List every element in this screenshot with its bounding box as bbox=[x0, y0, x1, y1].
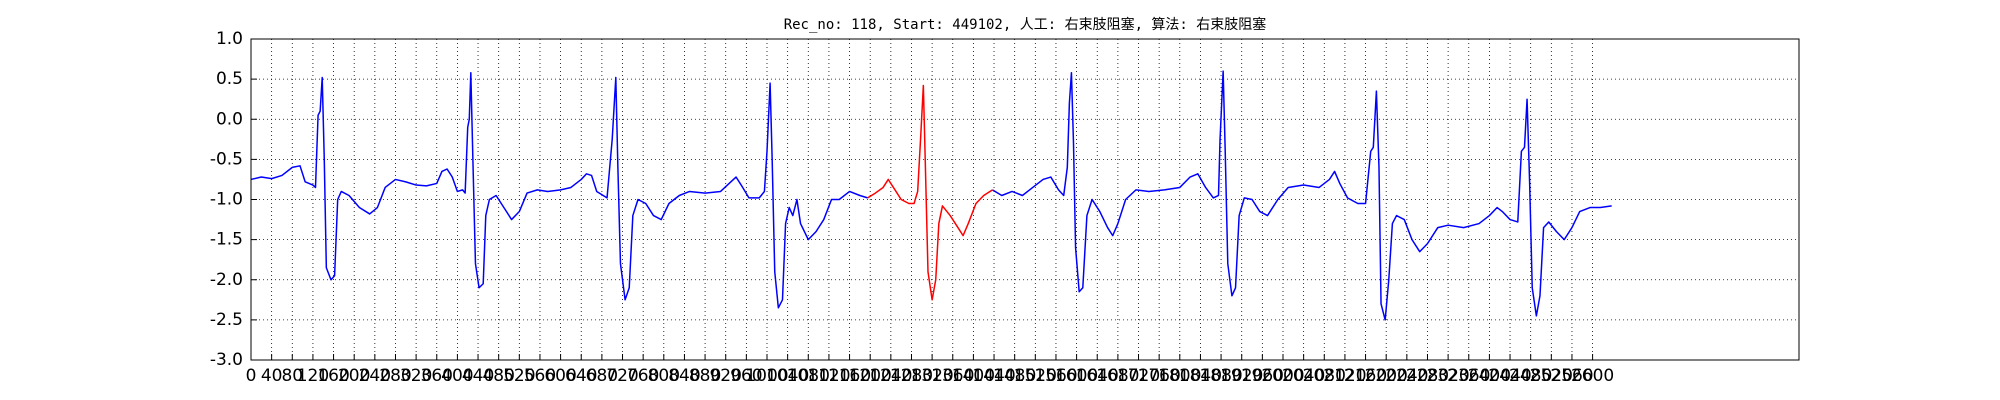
x-tick-label: 840 bbox=[668, 366, 700, 386]
x-tick-label: 2360 bbox=[1447, 366, 1490, 386]
x-tick-label: 280 bbox=[379, 366, 411, 386]
x-tick-label: 0 bbox=[246, 366, 257, 386]
x-tick-label: 200 bbox=[338, 366, 370, 386]
x-tick-label: 1600 bbox=[1055, 366, 1098, 386]
x-tick-label: 2200 bbox=[1365, 366, 1408, 386]
x-tick-label: 1960 bbox=[1241, 366, 1284, 386]
y-tick-label: -3.0 bbox=[210, 350, 243, 370]
x-tick-label: 2560 bbox=[1550, 366, 1593, 386]
y-tick-label: -0.5 bbox=[210, 149, 243, 169]
x-tick-label: 2080 bbox=[1303, 366, 1346, 386]
y-tick-label: -2.0 bbox=[210, 270, 243, 290]
x-tick-label: 2480 bbox=[1509, 366, 1552, 386]
x-tick-label: 760 bbox=[627, 366, 659, 386]
x-tick-label: 2040 bbox=[1282, 366, 1325, 386]
x-tick-label: 2400 bbox=[1468, 366, 1511, 386]
x-tick-label: 2280 bbox=[1406, 366, 1449, 386]
x-tick-label: 1400 bbox=[952, 366, 995, 386]
x-tick-label: 640 bbox=[565, 366, 597, 386]
x-tick-label: 2000 bbox=[1261, 366, 1304, 386]
x-tick-label: 2600 bbox=[1571, 366, 1614, 386]
x-tick-label: 1920 bbox=[1220, 366, 1263, 386]
y-tick-label: -1.0 bbox=[210, 190, 243, 210]
y-tick-label: -1.5 bbox=[210, 230, 243, 250]
ecg-line bbox=[867, 84, 993, 301]
x-tick-label: 120 bbox=[297, 366, 329, 386]
y-tick-label: 0.0 bbox=[216, 109, 243, 129]
x-tick-label: 40 bbox=[261, 366, 283, 386]
x-tick-label: 1320 bbox=[910, 366, 953, 386]
ecg-line bbox=[250, 70, 1612, 321]
x-tick-label: 320 bbox=[400, 366, 432, 386]
x-tick-label: 600 bbox=[544, 366, 576, 386]
x-tick-label: 1840 bbox=[1179, 366, 1222, 386]
x-tick-label: 80 bbox=[281, 366, 303, 386]
plot-frame bbox=[250, 38, 1800, 361]
y-tick-label: -2.5 bbox=[210, 310, 243, 330]
x-tick-label: 1560 bbox=[1034, 366, 1077, 386]
x-tick-label: 1480 bbox=[993, 366, 1036, 386]
x-tick-label: 1200 bbox=[849, 366, 892, 386]
x-tick-label: 440 bbox=[462, 366, 494, 386]
x-tick-label: 1360 bbox=[931, 366, 974, 386]
x-tick-label: 240 bbox=[359, 366, 391, 386]
x-tick-label: 720 bbox=[606, 366, 638, 386]
x-tick-label: 360 bbox=[421, 366, 453, 386]
plot bbox=[250, 70, 1612, 321]
x-tick-label: 400 bbox=[441, 366, 473, 386]
x-tick-label: 520 bbox=[503, 366, 535, 386]
x-tick-label: 480 bbox=[482, 366, 514, 386]
x-tick-label: 2240 bbox=[1385, 366, 1428, 386]
x-tick-label: 1160 bbox=[828, 366, 871, 386]
x-tick-label: 1240 bbox=[869, 366, 912, 386]
x-tick-label: 2320 bbox=[1426, 366, 1469, 386]
x-tick-label: 1760 bbox=[1138, 366, 1181, 386]
x-tick-label: 1680 bbox=[1096, 366, 1139, 386]
x-tick-label: 1720 bbox=[1117, 366, 1160, 386]
x-tick-label: 1440 bbox=[972, 366, 1015, 386]
x-tick-label: 560 bbox=[524, 366, 556, 386]
x-tick-label: 1520 bbox=[1014, 366, 1057, 386]
labels: -3.0-2.5-2.0-1.5-1.0-0.50.00.51.00 408012… bbox=[210, 29, 1614, 386]
x-tick-label: 1280 bbox=[890, 366, 933, 386]
x-tick-label: 1000 bbox=[745, 366, 788, 386]
x-tick-label: 880 bbox=[689, 366, 721, 386]
x-tick-label: 1120 bbox=[807, 366, 850, 386]
x-tick-label: 1800 bbox=[1158, 366, 1201, 386]
x-tick-label: 1040 bbox=[766, 366, 809, 386]
x-tick-label: 2120 bbox=[1323, 366, 1366, 386]
x-tick-label: 160 bbox=[317, 366, 349, 386]
x-tick-label: 960 bbox=[730, 366, 762, 386]
y-tick-label: 1.0 bbox=[216, 29, 243, 49]
x-tick-label: 1080 bbox=[787, 366, 830, 386]
x-tick-label: 800 bbox=[648, 366, 680, 386]
x-tick-label: 680 bbox=[586, 366, 618, 386]
x-tick-label: 2520 bbox=[1530, 366, 1573, 386]
x-tick-label: 2440 bbox=[1488, 366, 1531, 386]
chart-title: Rec_no: 118, Start: 449102, 人工: 右束肢阻塞, 算… bbox=[784, 16, 1267, 33]
x-tick-label: 1640 bbox=[1076, 366, 1119, 386]
x-tick-label: 2160 bbox=[1344, 366, 1387, 386]
x-tick-label: 1880 bbox=[1199, 366, 1242, 386]
y-tick-label: 0.5 bbox=[216, 69, 243, 89]
x-tick-label: 920 bbox=[709, 366, 741, 386]
